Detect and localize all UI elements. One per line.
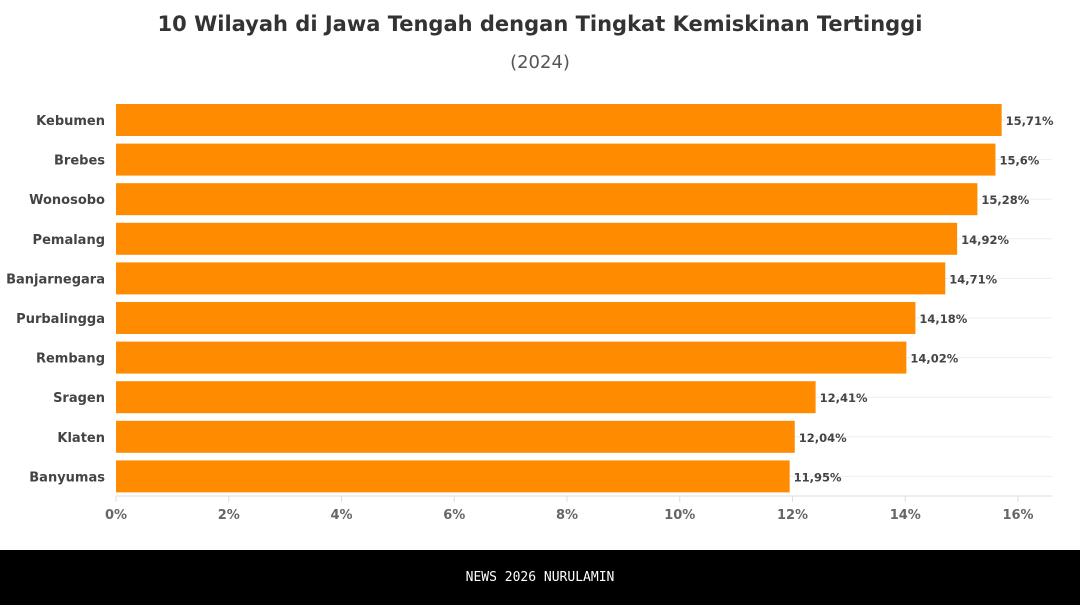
category-label: Sragen — [53, 391, 105, 406]
data-label: 14,02% — [910, 352, 958, 366]
bar-chart: Kebumen 15,71% Brebes 15,6% Wonosobo 15,28% Pe… — [6, 104, 1054, 523]
data-label: 14,18% — [919, 312, 967, 326]
x-tick-label: 6% — [443, 508, 465, 523]
category-label: Klaten — [57, 431, 105, 446]
category-label: Banjarnegara — [6, 272, 105, 287]
bar-brebes — [116, 143, 996, 176]
bar-sragen — [116, 381, 816, 414]
data-label: 12,41% — [820, 391, 868, 405]
bar-wonosobo — [116, 183, 978, 216]
bar-klaten — [116, 420, 795, 453]
data-label: 14,92% — [961, 233, 1009, 247]
chart-subtitle: (2024) — [510, 52, 570, 73]
x-tick-label: 4% — [330, 508, 352, 523]
footer-watermark: NEWS 2026 NURULAMIN — [0, 550, 1080, 605]
category-label: Purbalingga — [16, 312, 105, 327]
data-label: 14,71% — [949, 272, 997, 286]
data-label: 15,71% — [1006, 114, 1054, 128]
bar-banjarnegara — [116, 262, 946, 295]
bar-banyumas — [116, 460, 790, 493]
category-label: Wonosobo — [29, 193, 105, 208]
data-label: 12,04% — [799, 431, 847, 445]
bar-rembang — [116, 341, 907, 374]
bar-pemalang — [116, 222, 958, 255]
x-tick-label: 16% — [1002, 508, 1033, 523]
x-tick-label: 8% — [556, 508, 578, 523]
data-label: 15,6% — [999, 154, 1039, 168]
category-label: Pemalang — [33, 233, 105, 248]
category-label: Rembang — [36, 352, 105, 367]
chart-title: 10 Wilayah di Jawa Tengah dengan Tingkat… — [157, 12, 923, 36]
bar-kebumen — [116, 104, 1002, 136]
category-label: Banyumas — [29, 470, 105, 485]
data-label: 11,95% — [794, 470, 842, 484]
data-label: 15,28% — [981, 193, 1029, 207]
x-tick-label: 12% — [777, 508, 808, 523]
x-tick-label: 10% — [664, 508, 695, 523]
category-label: Kebumen — [36, 114, 105, 129]
bar-purbalingga — [116, 302, 916, 334]
x-tick-label: 0% — [105, 508, 127, 523]
x-tick-label: 2% — [218, 508, 240, 523]
category-label: Brebes — [54, 154, 105, 169]
x-tick-label: 14% — [890, 508, 921, 523]
